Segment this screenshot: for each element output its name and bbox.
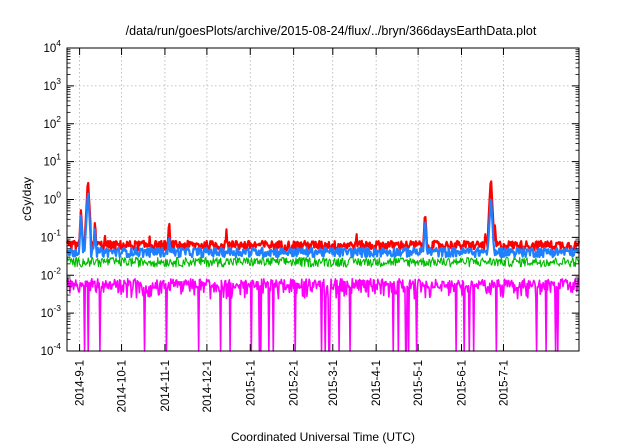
y-tick-label: 103: [43, 76, 61, 93]
x-tick-label: 2014-11-1: [160, 360, 172, 412]
y-tick-label: 102: [43, 114, 61, 131]
x-axis: 2014-9-1 2014-10-1 2014-11-1 2014-12-1 2015-…: [75, 48, 510, 412]
y-tick-base: 10: [43, 195, 56, 207]
y-tick-exponent: 4: [56, 38, 61, 48]
y-tick-base: 10: [41, 232, 54, 244]
y-tick-exponent: 0: [56, 190, 61, 200]
y-tick-exponent: -2: [53, 265, 61, 275]
x-tick-label: 2015-6-1: [456, 360, 468, 406]
y-tick-label: 10-3: [41, 303, 62, 320]
y-tick-label: 101: [43, 152, 61, 169]
x-tick-label: 2015-2-1: [289, 360, 301, 406]
y-tick-label: 104: [43, 38, 61, 55]
x-tick-label: 2014-12-1: [202, 360, 214, 412]
y-axis-label: cGy/day: [20, 177, 34, 221]
y-tick-base: 10: [43, 119, 56, 131]
series-line: [66, 256, 580, 268]
y-tick-base: 10: [43, 157, 56, 169]
y-tick-label: 10-2: [41, 265, 62, 282]
y-tick-exponent: 3: [56, 76, 61, 86]
x-tick-label: 2014-9-1: [75, 360, 87, 406]
x-tick-label: 2015-3-1: [328, 360, 340, 406]
y-tick-exponent: -1: [53, 227, 61, 237]
y-tick-base: 10: [41, 270, 54, 282]
chart-title: /data/run/goesPlots/archive/2015-08-24/f…: [126, 24, 537, 38]
y-tick-exponent: -3: [53, 303, 61, 313]
x-axis-label: Coordinated Universal Time (UTC): [231, 430, 415, 444]
x-tick-label: 2014-10-1: [117, 360, 129, 412]
x-tick-label: 2015-4-1: [371, 360, 383, 406]
y-tick-exponent: 2: [56, 114, 61, 124]
x-tick-label: 2015-1-1: [245, 360, 257, 406]
y-tick-label: 10-1: [41, 227, 62, 244]
y-tick-base: 10: [43, 81, 56, 93]
y-tick-exponent: 1: [56, 152, 61, 162]
series-line: [65, 192, 581, 259]
y-tick-base: 10: [43, 43, 56, 55]
y-tick-base: 10: [41, 346, 54, 358]
y-tick-label: 10-4: [41, 341, 62, 358]
y-tick-exponent: -4: [53, 341, 61, 351]
series-line: [65, 180, 581, 252]
y-tick-base: 10: [41, 308, 54, 320]
series-line: [66, 277, 580, 352]
x-tick-label: 2015-5-1: [413, 360, 425, 406]
y-tick-label: 100: [43, 190, 61, 207]
x-tick-label: 2015-7-1: [498, 360, 510, 406]
series-layer: [65, 180, 581, 352]
